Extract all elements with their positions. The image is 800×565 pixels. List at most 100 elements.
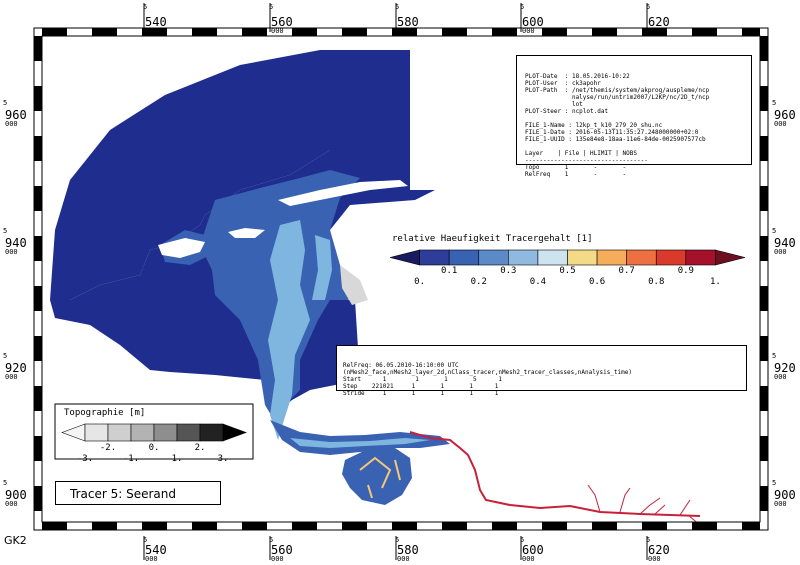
- plot-info-line: Layer | File | HLIMIT | NOBS: [525, 150, 637, 157]
- x-tick-label: 620: [648, 543, 670, 557]
- y-tick-prefix: 5: [3, 227, 7, 235]
- legend-label: 1.: [172, 454, 183, 464]
- x-tick-label: 580: [397, 543, 419, 557]
- x-tick-suffix: 000: [648, 555, 661, 561]
- tracer-label: Tracer 5: Seerand: [70, 487, 176, 501]
- crs-label: GK2: [4, 534, 27, 547]
- y-tick-label: 940: [774, 236, 796, 250]
- y-tick-suffix: 000: [774, 248, 787, 256]
- legend-swatch: [596, 249, 627, 266]
- frame-segment: [192, 522, 217, 530]
- x-tick-suffix: 000: [397, 555, 410, 561]
- x-tick-suffix: 000: [271, 555, 284, 561]
- frame-segment: [692, 522, 717, 530]
- y-tick-label: 920: [5, 361, 27, 375]
- plot-info-line: RelFreq 1 - -: [525, 171, 627, 178]
- x-tick-prefix: 5: [520, 536, 524, 544]
- channel-main: [268, 220, 310, 440]
- legend-label: 0.: [414, 277, 425, 287]
- frame-segment: [34, 186, 42, 211]
- tidal-basin-flats: [359, 456, 401, 499]
- frame-segment: [34, 286, 42, 311]
- legend-swatch: [107, 423, 132, 442]
- frame-segment: [742, 522, 760, 530]
- y-tick-label: 900: [5, 488, 27, 502]
- frame-segment: [642, 522, 667, 530]
- x-tick-prefix: 5: [269, 536, 273, 544]
- tracer-legend: relative Haeufigkeit Tracergehalt [1] 0. 0…: [389, 234, 746, 287]
- channel-east: [312, 235, 332, 300]
- legend-label: 0.7: [619, 266, 635, 276]
- y-tick-suffix: 000: [774, 500, 787, 508]
- legend-label: -3.: [77, 454, 93, 464]
- relfreq-info-line: (nMesh2_face,nMesh2_layer_2d,nClass_trac…: [343, 369, 632, 376]
- legend-swatch: [508, 249, 539, 266]
- legend-swatch: [537, 249, 568, 266]
- plot-info-line: PLOT-Steer : ncplot.dat: [525, 108, 609, 115]
- river: [409, 431, 701, 517]
- x-tick-label: 620: [648, 15, 670, 29]
- legend-label: 0.1: [441, 266, 457, 276]
- y-tick-prefix: 5: [772, 479, 776, 487]
- y-tick-prefix: 5: [3, 479, 7, 487]
- x-tick-label: 580: [397, 15, 419, 29]
- legend-label: 0.4: [530, 277, 546, 287]
- frame-segment: [34, 386, 42, 411]
- frame-segment: [492, 522, 517, 530]
- relfreq-info-line: Start 1 1 1 5 1: [343, 376, 502, 383]
- x-tick-label: 540: [145, 543, 167, 557]
- legend-label: 3.: [218, 454, 229, 464]
- frame-segment: [342, 522, 367, 530]
- frame-segment: [142, 28, 167, 36]
- legend-swatch: [655, 249, 687, 266]
- legend-label: -2.: [100, 443, 116, 453]
- y-tick-prefix: 5: [772, 352, 776, 360]
- legend-label: 0.8: [648, 277, 664, 287]
- x-tick-prefix: 5: [395, 536, 399, 544]
- map-frame: [33, 27, 769, 531]
- plot-info-line: Topo 1 - -: [525, 164, 627, 171]
- frame-segment: [492, 28, 517, 36]
- y-tick-prefix: 5: [772, 99, 776, 107]
- legend-label: 1.: [710, 277, 721, 287]
- plot-info-line: PLOT-User : ck3apohr: [525, 80, 601, 87]
- frame-segment: [242, 28, 267, 36]
- frame-segment: [760, 486, 768, 511]
- frame-segment: [760, 336, 768, 361]
- x-tick-suffix: 000: [145, 27, 158, 35]
- plot-info-box: PLOT-Date : 18.05.2016-10:22 PLOT-User : …: [516, 55, 752, 178]
- legend-swatch: [130, 423, 155, 442]
- plot-info-line: [525, 143, 751, 150]
- x-tick-prefix: 5: [520, 3, 524, 11]
- island-1: [278, 180, 408, 206]
- legend-label: 2.: [195, 443, 206, 453]
- coordinate-ticks: 5540000554000055600005560000558000055800…: [3, 3, 796, 563]
- frame-segment: [242, 522, 267, 530]
- frame-segment: [692, 28, 717, 36]
- x-tick-label: 560: [271, 15, 293, 29]
- legend-swatch: [199, 423, 224, 442]
- y-tick-suffix: 000: [774, 373, 787, 381]
- frame-segment: [642, 28, 667, 36]
- frame-segment: [442, 28, 467, 36]
- frame-segment: [592, 522, 617, 530]
- frame-segment: [760, 86, 768, 111]
- x-tick-label: 560: [271, 543, 293, 557]
- x-tick-prefix: 5: [269, 3, 273, 11]
- frame-segment: [760, 186, 768, 211]
- frame-segment: [34, 486, 42, 511]
- frame-segment: [760, 136, 768, 161]
- y-tick-suffix: 000: [5, 500, 18, 508]
- legend-label: 0.5: [559, 266, 575, 276]
- legend-swatch: [419, 249, 450, 266]
- frame-segment: [292, 522, 317, 530]
- x-tick-prefix: 5: [646, 3, 650, 11]
- legend-swatch: [567, 249, 598, 266]
- tidal-basin: [342, 448, 412, 505]
- y-tick-label: 960: [5, 108, 27, 122]
- frame-segment: [342, 28, 367, 36]
- y-tick-suffix: 000: [774, 120, 787, 128]
- legend-swatch: [153, 423, 178, 442]
- plot-info-line: [525, 115, 751, 122]
- legend-swatch: [222, 423, 247, 442]
